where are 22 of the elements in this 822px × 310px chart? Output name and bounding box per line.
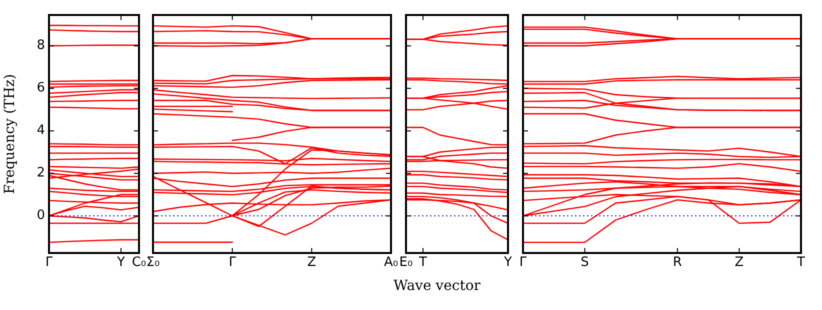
x-axis-title: Wave vector xyxy=(392,278,482,294)
y-tick-label: 2 xyxy=(36,166,45,181)
x-tick-label: Z xyxy=(734,255,744,270)
x-tick-label: Σ₀ xyxy=(146,255,160,270)
x-tick-label: Y xyxy=(503,255,512,270)
x-tick-label: Γ xyxy=(228,255,237,270)
x-tick-label: A₀ xyxy=(384,255,398,270)
x-tick-label: Γ xyxy=(519,255,528,270)
x-tick-label: S xyxy=(580,255,589,270)
x-tick-label: R xyxy=(672,255,682,270)
x-tick-label: T xyxy=(796,255,806,270)
x-tick-label: Y xyxy=(116,255,126,270)
y-tick-label: 0 xyxy=(36,208,45,224)
x-tick-label: T xyxy=(418,255,428,270)
x-tick-label: Z xyxy=(307,255,316,270)
x-tick-label: C₀ xyxy=(132,255,146,270)
x-tick-label: E₀ xyxy=(399,255,413,270)
y-tick-label: 8 xyxy=(36,38,45,54)
y-tick-label: 6 xyxy=(36,80,45,96)
y-axis-title: Frequency (THz) xyxy=(2,74,18,194)
x-tick-label: Γ xyxy=(45,255,54,270)
y-tick-label: 4 xyxy=(36,123,45,138)
